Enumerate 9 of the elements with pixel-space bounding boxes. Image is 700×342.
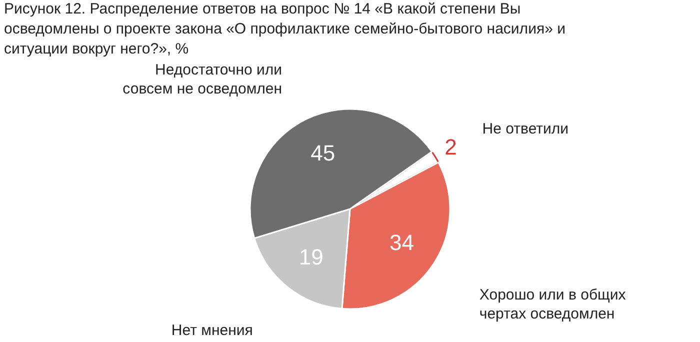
slice-label: Не ответили <box>482 120 569 138</box>
data-label: 34 <box>390 230 414 256</box>
data-label: 45 <box>310 140 336 166</box>
slice-label: Недостаточно или совсем не осведомлен <box>122 62 282 98</box>
data-label: 2 <box>444 134 457 160</box>
chart-title: Рисунок 12. Распределение ответов на вопрос № 14 «В какой степени Вы осведомлены о проекте закона «О профилактике семейно-бытового насилия» и ситуации вокруг него?», % <box>4 0 566 58</box>
slice-label: Нет мнения <box>171 322 253 339</box>
slice-label: Хорошо или в общих чертах осведомлен <box>479 286 626 322</box>
data-label: 19 <box>298 244 324 270</box>
